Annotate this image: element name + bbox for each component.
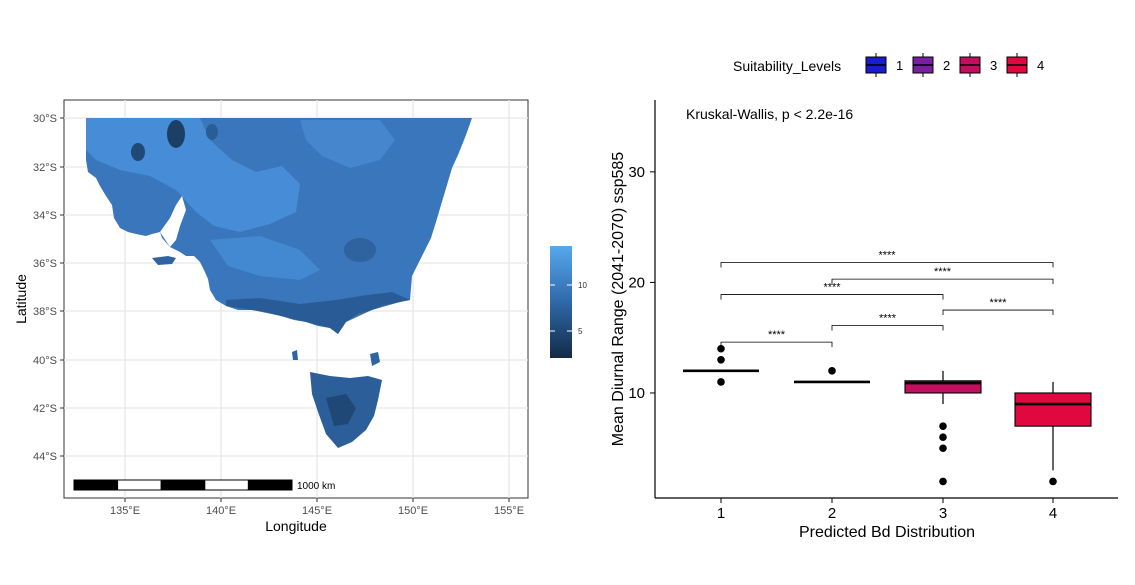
legend-label: 2	[943, 58, 950, 73]
bracket-label: ****	[823, 282, 841, 294]
map-dark-region	[326, 394, 356, 426]
box-group-1	[683, 344, 759, 386]
outlier-point	[939, 444, 947, 453]
map-dark-region	[226, 292, 410, 334]
map-x-tick-label: 150°E	[398, 505, 428, 517]
outlier-point	[717, 356, 725, 364]
map-panel: 1000 km 135°E 140°E 145°E 150°E 155°E 30…	[13, 99, 587, 534]
bracket-3-4: ****	[942, 297, 1054, 316]
bracket-line	[831, 278, 1054, 285]
box-iqr	[1014, 392, 1092, 427]
bracket-2-4: ****	[831, 266, 1054, 285]
legend-key-1: 1	[865, 53, 903, 77]
legend-title: Suitability_Levels	[733, 58, 841, 74]
map-y-axis-title: Latitude	[13, 274, 29, 324]
bracket-label: ****	[878, 250, 896, 262]
map-dark-spot	[167, 120, 185, 148]
map-colorbar: 10 5	[550, 246, 587, 358]
map-y-tick-label: 40°S	[33, 355, 57, 367]
legend-label: 4	[1037, 58, 1044, 73]
bracket-line	[831, 325, 944, 331]
outlier-point	[939, 477, 947, 486]
legend-key-2: 2	[912, 53, 950, 77]
map-x-tick-label: 140°E	[206, 505, 236, 517]
y-ticks: 10 20 30	[628, 164, 655, 402]
legend-label: 1	[896, 58, 903, 73]
bracket-1-4: ****	[720, 250, 1054, 268]
bracket-label: ****	[768, 329, 786, 341]
colorbar-tick-label: 5	[578, 327, 583, 336]
outlier-point	[717, 344, 725, 353]
map-x-axis-title: Longitude	[265, 518, 327, 534]
box-group-2	[794, 367, 870, 384]
bracket-line	[942, 309, 1054, 316]
small-island	[292, 350, 298, 360]
legend: Suitability_Levels 1 2 3 4	[733, 53, 1044, 77]
map-y-tick-label: 36°S	[33, 258, 57, 270]
legend-key-4: 4	[1006, 53, 1044, 77]
legend-key-3: 3	[959, 53, 997, 77]
map-y-tick-label: 34°S	[33, 210, 57, 222]
legend-label: 3	[990, 58, 997, 73]
bracket-2-3: ****	[831, 313, 944, 331]
map-highlight-region	[300, 120, 395, 168]
x-tick-label: 4	[1049, 505, 1057, 522]
map-gulf	[160, 196, 186, 247]
map-y-ticks: 30°S 32°S 34°S 36°S 38°S 40°S 42°S 44°S	[33, 113, 64, 463]
bracket-line	[720, 262, 1054, 268]
outlier-point	[828, 367, 836, 375]
outlier-point	[1049, 477, 1057, 486]
bracket-line	[720, 341, 833, 348]
x-tick-label: 2	[828, 505, 836, 522]
kruskal-wallis-annotation: Kruskal-Wallis, p < 2.2e-16	[686, 106, 853, 122]
bracket-1-2: ****	[720, 329, 833, 348]
legend-keys: 1 2 3 4	[865, 53, 1044, 77]
outlier-point	[717, 378, 725, 386]
bracket-label: ****	[879, 313, 897, 325]
y-tick-label: 20	[628, 274, 645, 291]
map-dark-spot	[131, 143, 145, 161]
scale-bar: 1000 km	[73, 479, 335, 492]
outlier-point	[939, 433, 947, 441]
bracket-1-3: ****	[720, 282, 944, 300]
map-x-tick-label: 135°E	[110, 505, 140, 517]
boxplot-panel: Suitability_Levels 1 2 3 4 Kruskal-Wallis, …	[610, 53, 1118, 541]
map-y-tick-label: 30°S	[33, 113, 57, 125]
map-y-tick-label: 42°S	[33, 403, 57, 415]
map-x-ticks: 135°E 140°E 145°E 150°E 155°E	[110, 498, 524, 517]
map-highlight-region	[210, 236, 320, 280]
x-tick-label: 1	[717, 505, 725, 522]
box-group-4	[1014, 381, 1092, 486]
box-group-3	[904, 370, 982, 486]
x-tick-label: 3	[939, 505, 947, 522]
bracket-label: ****	[934, 266, 952, 278]
x-ticks: 1 2 3 4	[717, 498, 1057, 522]
map-dark-spot	[206, 124, 218, 140]
boxes	[683, 344, 1092, 486]
colorbar-gradient	[550, 246, 572, 358]
y-axis-title: Mean Diurnal Range (2041-2070) ssp585	[610, 152, 627, 447]
map-y-tick-label: 38°S	[33, 306, 57, 318]
kangaroo-island	[152, 256, 176, 265]
colorbar-tick-label: 10	[578, 281, 587, 290]
scale-bar-label: 1000 km	[297, 481, 335, 492]
map-y-tick-label: 44°S	[33, 451, 57, 463]
bracket-line	[720, 294, 944, 300]
map-x-tick-label: 145°E	[302, 505, 332, 517]
bracket-label: ****	[989, 297, 1007, 309]
small-island	[370, 352, 380, 366]
map-y-tick-label: 32°S	[33, 162, 57, 174]
y-tick-label: 10	[628, 385, 645, 402]
x-axis-title: Predicted Bd Distribution	[799, 524, 975, 541]
y-tick-label: 30	[628, 164, 645, 181]
outlier-point	[939, 422, 947, 430]
significance-brackets: **** **** **** **** **** ****	[720, 250, 1054, 348]
map-x-tick-label: 155°E	[494, 505, 524, 517]
map-dark-spot	[344, 238, 376, 262]
